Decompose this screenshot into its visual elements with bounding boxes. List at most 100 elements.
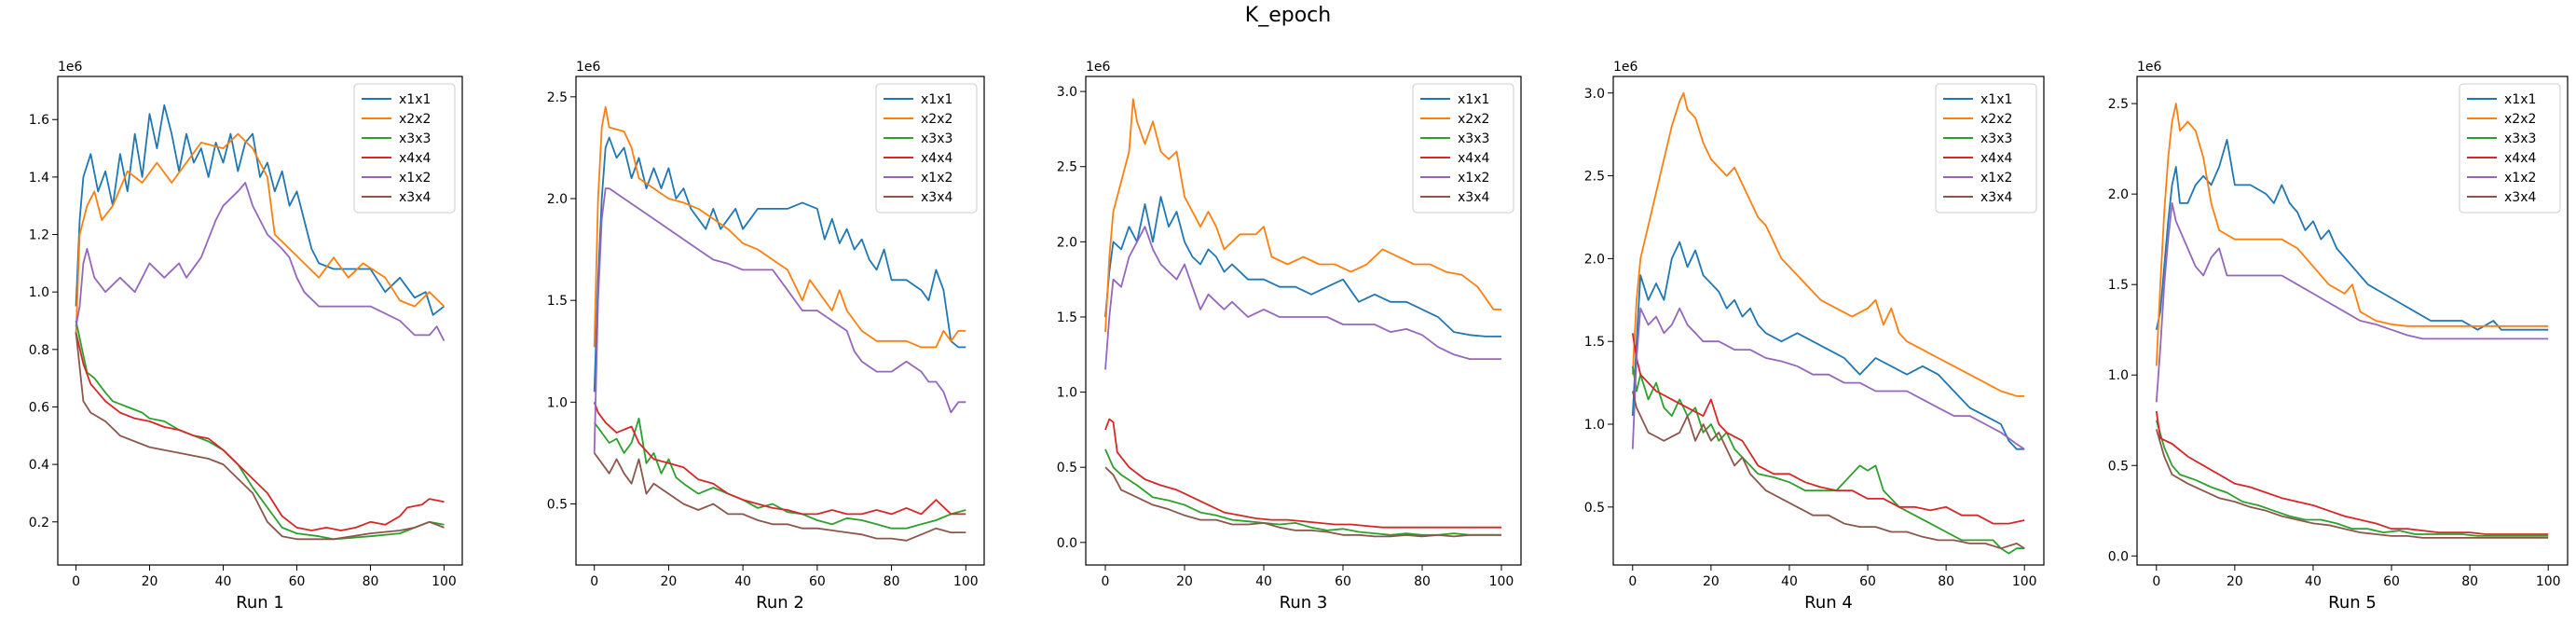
series-line-x2x2 [2155, 103, 2549, 366]
legend-label-x2x2: x2x2 [2504, 112, 2536, 127]
series-line-x3x4 [75, 332, 445, 541]
y-tick-label: 1.5 [1584, 335, 1605, 350]
plot-frame [1085, 76, 1522, 566]
panel-run-5: 0 20 40 60 80 100 0.0 0.5 1.0 1.5 2.0 2.5 1e6 Run 5 x1… [2108, 60, 2569, 613]
y-tick-label: 1.0 [547, 395, 568, 410]
x-tick-label: 40 [734, 574, 751, 589]
series-line-x3x3 [1631, 365, 2025, 555]
x-tick-label: 40 [2305, 574, 2322, 589]
legend-box [875, 83, 978, 214]
axis-offset-text: 1e6 [1613, 60, 1638, 75]
plot-frame [1612, 76, 2045, 566]
x-tick-label: 0 [590, 574, 598, 589]
series-line-x2x2 [593, 105, 966, 349]
y-tick-label: 1.5 [1057, 310, 1077, 325]
legend-label-x3x3: x3x3 [921, 131, 952, 146]
legend-label-x1x2: x1x2 [399, 171, 431, 186]
x-tick-label: 80 [363, 574, 379, 589]
y-tick-label: 1.4 [29, 171, 49, 186]
x-tick-label: 0 [2152, 574, 2160, 589]
y-tick-label: 0.0 [1057, 536, 1077, 551]
plot-frame [2136, 76, 2569, 566]
legend-box [1412, 83, 1514, 214]
legend-label-x1x1: x1x1 [1980, 92, 2012, 107]
x-tick-label: 0 [72, 574, 80, 589]
legend-label-x3x3: x3x3 [2504, 131, 2536, 146]
x-tick-label: 100 [2536, 574, 2561, 589]
series-line-x3x3 [2155, 420, 2549, 537]
legend-label-x3x4: x3x4 [1458, 190, 1489, 205]
legend-label-x1x2: x1x2 [1980, 171, 2012, 186]
legend-label-x1x2: x1x2 [921, 171, 952, 186]
legend-box [1935, 83, 2037, 214]
series-line-x2x2 [1631, 91, 2025, 397]
series-line-x4x4 [1631, 333, 2025, 525]
y-tick-label: 1.0 [1057, 386, 1077, 401]
plot-frame [57, 76, 463, 566]
axis-offset-text: 1e6 [58, 60, 83, 75]
series-line-x3x4 [2155, 429, 2549, 539]
x-tick-label: 20 [1176, 574, 1193, 589]
legend-label-x3x3: x3x3 [1980, 131, 2012, 146]
axis-offset-text: 1e6 [2137, 60, 2162, 75]
y-tick-label: 2.5 [2108, 97, 2129, 112]
series-line-x1x1 [2155, 139, 2549, 331]
series-line-x1x1 [1631, 241, 2025, 450]
legend-label-x2x2: x2x2 [1980, 112, 2012, 127]
x-axis-label: Run 5 [2328, 593, 2377, 613]
legend-label-x2x2: x2x2 [1458, 112, 1489, 127]
plot-frame [575, 76, 985, 566]
series-line-x1x1 [75, 103, 445, 316]
x-tick-label: 20 [1703, 574, 1720, 589]
y-tick-label: 0.6 [29, 400, 49, 415]
legend-label-x2x2: x2x2 [921, 112, 952, 127]
series-line-x1x1 [1104, 196, 1501, 338]
x-tick-label: 0 [1102, 574, 1110, 589]
x-axis-label: Run 2 [756, 593, 804, 613]
x-tick-label: 60 [809, 574, 826, 589]
x-axis-label: Run 1 [236, 593, 284, 613]
legend-label-x1x2: x1x2 [2504, 171, 2536, 186]
y-tick-label: 2.5 [1057, 160, 1077, 175]
y-tick-label: 2.0 [547, 192, 568, 207]
legend: x1x1 x2x2 x3x3 x4x4 x1x2 x3x4 [1935, 83, 2037, 214]
y-tick-label: 2.0 [2108, 187, 2129, 202]
series-line-x2x2 [75, 132, 445, 336]
y-tick-label: 0.5 [547, 498, 568, 513]
x-tick-label: 80 [1938, 574, 1954, 589]
series-line-x3x4 [1631, 391, 2025, 550]
series-line-x1x2 [2155, 202, 2549, 403]
y-tick-label: 0.5 [1057, 461, 1077, 475]
x-tick-label: 0 [1628, 574, 1637, 589]
x-tick-label: 20 [142, 574, 158, 589]
series-line-x3x3 [593, 417, 966, 530]
series-line-x3x4 [1104, 466, 1501, 538]
legend-label-x4x4: x4x4 [2504, 151, 2536, 166]
panel-run-4: 0 20 40 60 80 100 0.5 1.0 1.5 2.0 2.5 3.0 1e6 Run 4 x1… [1584, 60, 2045, 613]
panel-run-3: 0 20 40 60 80 100 0.0 0.5 1.0 1.5 2.0 2.5 3.0 1e6 Run … [1057, 60, 1522, 613]
legend-label-x1x1: x1x1 [921, 92, 952, 107]
y-tick-label: 1.6 [29, 113, 49, 128]
x-tick-label: 60 [289, 574, 306, 589]
y-tick-label: 2.5 [547, 90, 568, 105]
figure-title: K_epoch [1244, 4, 1332, 27]
series-line-x1x2 [75, 182, 445, 342]
x-tick-label: 60 [1859, 574, 1876, 589]
legend-label-x1x1: x1x1 [1458, 92, 1489, 107]
series-line-x4x4 [75, 332, 445, 531]
legend-label-x3x4: x3x4 [2504, 190, 2536, 205]
x-axis-label: Run 3 [1280, 593, 1328, 613]
y-tick-label: 1.5 [547, 294, 568, 309]
y-tick-label: 1.0 [2108, 368, 2129, 383]
legend: x1x1 x2x2 x3x3 x4x4 x1x2 x3x4 [1412, 83, 1514, 214]
x-tick-label: 80 [1414, 574, 1431, 589]
y-tick-label: 3.0 [1057, 85, 1077, 100]
x-tick-label: 100 [2012, 574, 2037, 589]
series-line-x1x2 [1104, 226, 1501, 370]
x-tick-label: 100 [432, 574, 457, 589]
y-tick-label: 0.5 [2108, 459, 2129, 474]
legend-label-x3x4: x3x4 [1980, 190, 2012, 205]
legend-label-x4x4: x4x4 [1458, 151, 1489, 166]
